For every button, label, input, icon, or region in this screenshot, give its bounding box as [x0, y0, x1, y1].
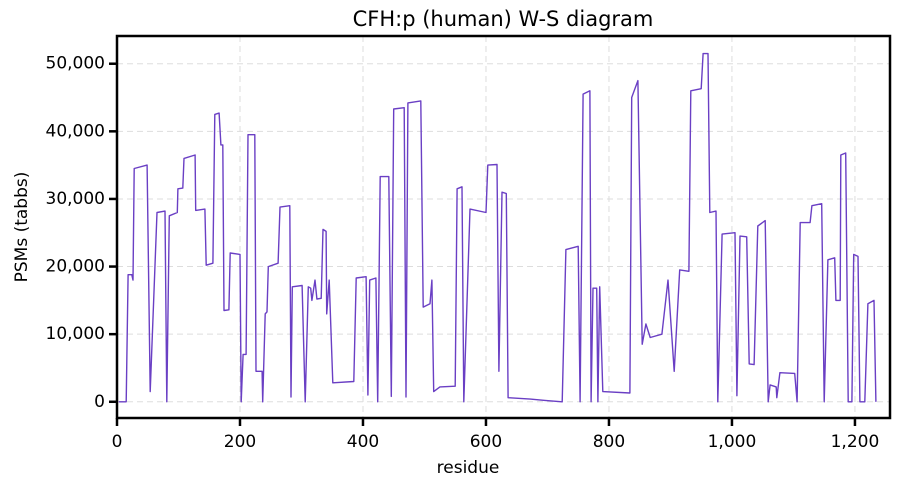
x-axis-label: residue: [437, 458, 500, 478]
x-tick-label: 400: [347, 432, 379, 452]
y-tick-label: 0: [94, 392, 105, 412]
data-line: [118, 52, 877, 403]
chart-title: CFH:p (human) W-S diagram: [353, 7, 654, 31]
y-tick-label: 20,000: [46, 257, 105, 277]
y-axis-label: PSMs (tabbs): [12, 172, 32, 283]
x-tick-label: 800: [593, 432, 625, 452]
x-tick-label: 1,200: [831, 432, 880, 452]
x-tick-label: 200: [224, 432, 256, 452]
x-tick-label: 600: [470, 432, 502, 452]
y-tick-label: 40,000: [46, 121, 105, 141]
x-tick-label: 1,000: [708, 432, 757, 452]
y-tick-label: 30,000: [46, 189, 105, 209]
y-tick-label: 10,000: [46, 324, 105, 344]
plot-frame: [115, 34, 892, 420]
y-tick-label: 50,000: [46, 54, 105, 74]
x-tick-label: 0: [112, 432, 123, 452]
